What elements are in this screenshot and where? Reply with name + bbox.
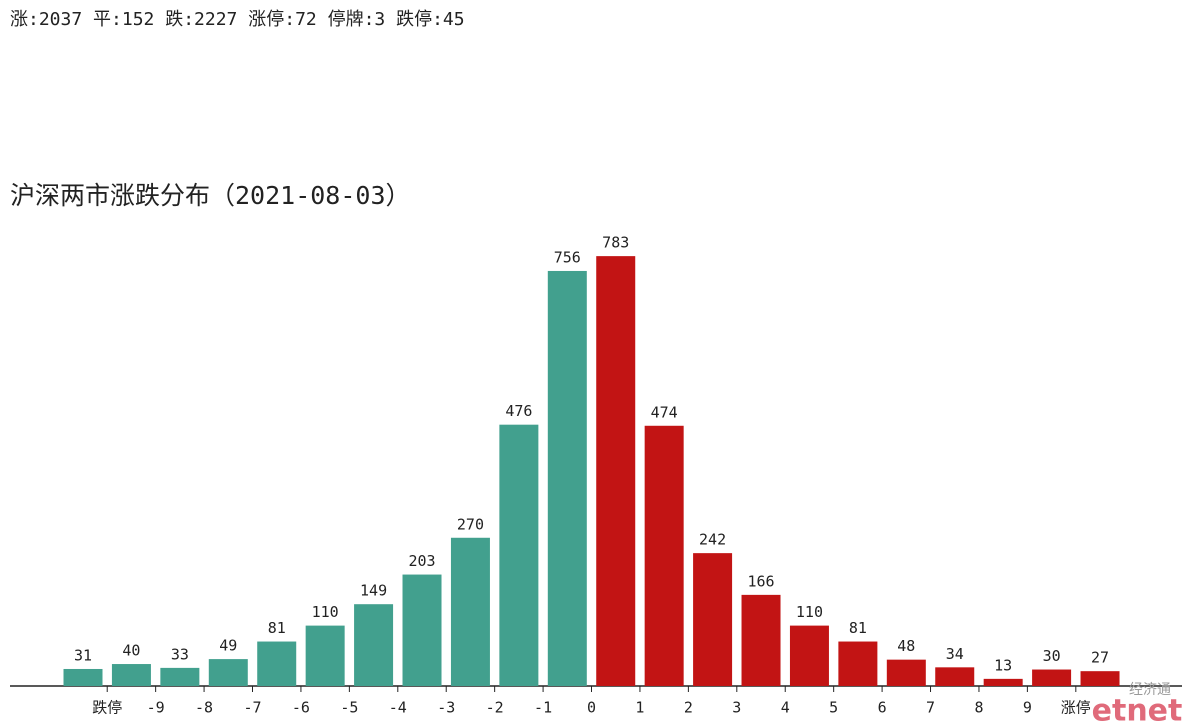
data-label: 40: [122, 642, 140, 660]
chart-title: 沪深两市涨跌分布（2021-08-03）: [10, 181, 411, 210]
x-tick-label: -2: [486, 699, 504, 717]
bar: [693, 553, 733, 686]
data-label: 31: [74, 646, 92, 664]
x-tick-label: 3: [732, 699, 741, 717]
data-label: 270: [457, 515, 484, 533]
data-label: 49: [219, 637, 237, 655]
bar: [935, 667, 975, 686]
data-label: 474: [651, 403, 678, 421]
bar: [402, 574, 442, 686]
data-label: 27: [1091, 649, 1109, 667]
x-tick-label: 跌停: [92, 699, 122, 717]
x-tick-label: 8: [974, 699, 983, 717]
x-tick-label: -3: [437, 699, 455, 717]
x-tick-label: 4: [781, 699, 790, 717]
x-tick-label: 0: [587, 699, 596, 717]
x-tick-label: -8: [195, 699, 213, 717]
bar: [886, 659, 926, 686]
x-tick-label: -6: [292, 699, 310, 717]
data-label: 110: [312, 603, 339, 621]
bar: [838, 641, 878, 686]
data-label: 166: [747, 572, 774, 590]
bar: [354, 604, 394, 686]
bar: [305, 625, 345, 686]
data-label: 34: [946, 645, 964, 663]
data-label: 783: [602, 234, 629, 252]
bar: [499, 424, 539, 686]
watermark-en: etnet: [1092, 694, 1182, 726]
summary: 涨:2037 平:152 跌:2227 涨停:72 停牌:3 跌停:45: [10, 9, 465, 30]
bar: [547, 270, 587, 686]
watermark-cn: 经济通: [1129, 682, 1171, 698]
data-label: 110: [796, 603, 823, 621]
x-tick-label: -5: [340, 699, 358, 717]
bar: [208, 659, 248, 686]
data-label: 203: [408, 552, 435, 570]
data-label: 756: [554, 248, 581, 266]
x-tick-label: 6: [878, 699, 887, 717]
data-label: 242: [699, 531, 726, 549]
x-tick-label: -4: [389, 699, 407, 717]
x-tick-label: 2: [684, 699, 693, 717]
x-tick-label: 5: [829, 699, 838, 717]
data-label: 33: [171, 645, 189, 663]
data-label: 149: [360, 582, 387, 600]
data-label: 476: [505, 402, 532, 420]
bar: [789, 625, 829, 686]
x-tick-label: 9: [1023, 699, 1032, 717]
bar: [741, 594, 781, 686]
bar: [983, 678, 1023, 686]
data-label: 13: [994, 656, 1012, 674]
data-label: 81: [268, 619, 286, 637]
data-label: 30: [1043, 647, 1061, 665]
bar: [160, 667, 200, 686]
x-tick-label: -7: [243, 699, 261, 717]
bar: [644, 425, 684, 686]
x-tick-label: -1: [534, 699, 552, 717]
bar: [257, 641, 297, 686]
bar: [63, 668, 103, 686]
data-label: 48: [897, 637, 915, 655]
x-tick-label: -9: [147, 699, 165, 717]
bar: [450, 537, 490, 686]
x-tick-label: 涨停: [1061, 699, 1091, 717]
bar: [596, 256, 636, 686]
bar: [111, 664, 151, 686]
x-tick-label: 1: [635, 699, 644, 717]
bar: [1032, 669, 1072, 686]
bar: [1080, 671, 1120, 686]
x-tick-label: 7: [926, 699, 935, 717]
data-label: 81: [849, 619, 867, 637]
